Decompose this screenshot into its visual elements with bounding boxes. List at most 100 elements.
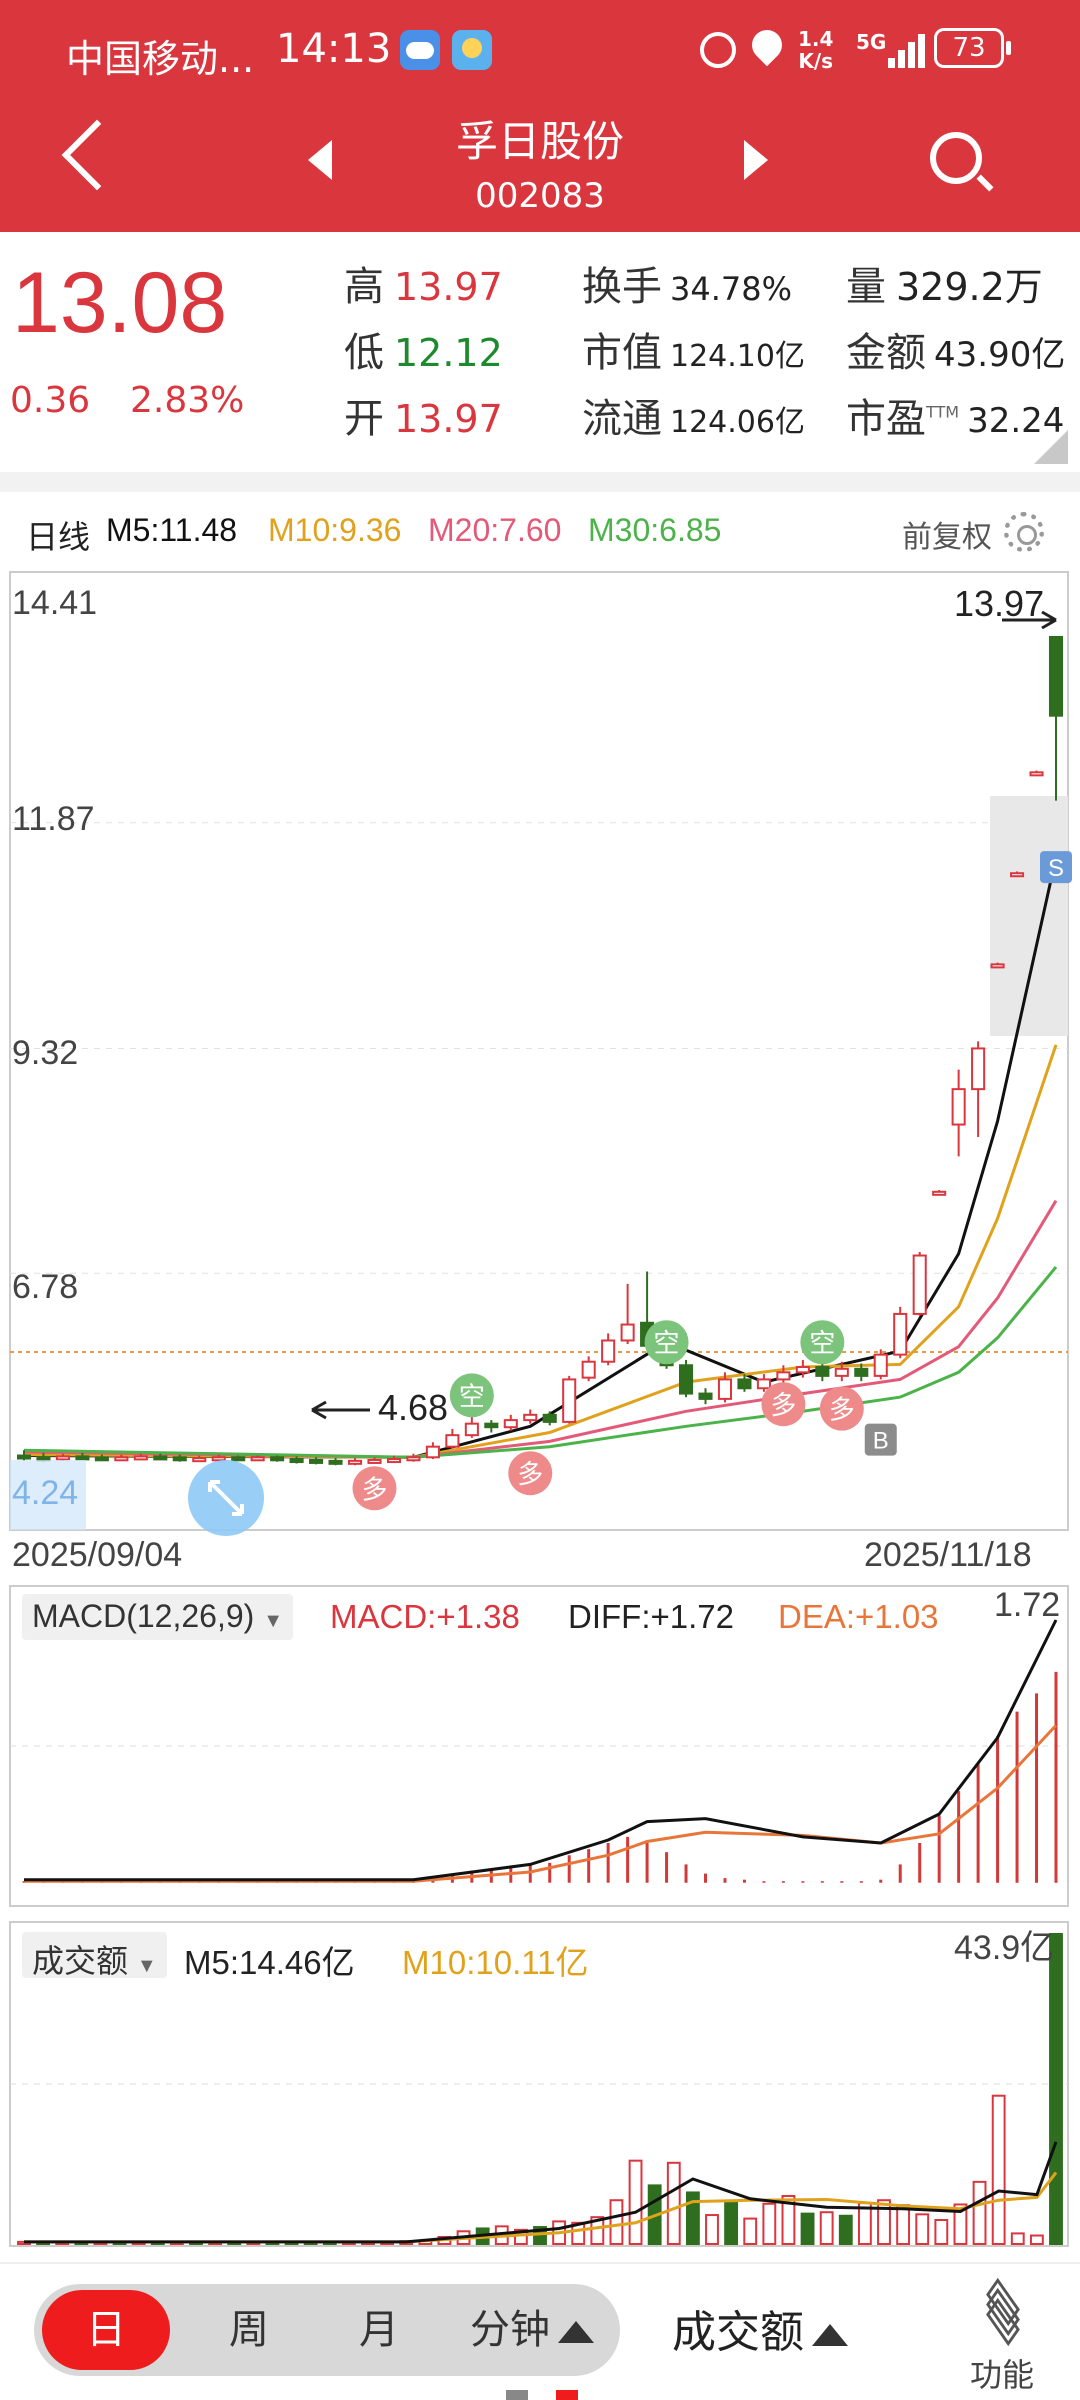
handle-mark: [506, 2390, 528, 2400]
amount-m5: M5:14.46亿: [184, 1944, 355, 1981]
candle-body: [990, 963, 1005, 969]
location-icon: [745, 23, 789, 67]
ma-line-m20: [23, 1199, 1058, 1459]
amount-bar: [590, 2216, 605, 2246]
layers-icon[interactable]: [980, 2277, 1026, 2347]
amount-bar: [1029, 2234, 1044, 2245]
pe-label: 市盈: [846, 396, 926, 442]
tab-minute[interactable]: 分钟: [444, 2290, 620, 2370]
y-label-4: 6.78: [12, 1268, 79, 1306]
turnover-value: 34.78%: [670, 270, 793, 308]
amount-bar: [896, 2204, 911, 2246]
high-label: 高: [344, 264, 384, 310]
app-header: 中国移动... 14:13 1.4 K/s 5G 73 孚日股份 002083: [0, 0, 1080, 232]
tab-month[interactable]: 月: [359, 2307, 399, 2353]
float-cap-value: 124.06亿: [670, 405, 805, 440]
candle-body: [328, 1459, 343, 1465]
nav-bar: 孚日股份 002083: [0, 100, 1080, 232]
signal-short-label: 空: [654, 1329, 680, 1359]
amount-bar: [1049, 1933, 1063, 2245]
y-label-bottom: 4.24: [12, 1474, 79, 1512]
macd-max-label: 1.72: [994, 1586, 1061, 1624]
section-divider: [0, 472, 1080, 492]
candle-body: [1010, 872, 1025, 878]
amount-value: 43.90亿: [934, 335, 1066, 375]
pe-stat: 市盈TTM 32.24: [846, 386, 1064, 444]
amount-m10: M10:10.11亿: [402, 1944, 589, 1981]
candle-body: [523, 1413, 538, 1422]
amount-bar: [609, 2199, 624, 2246]
network-type: 5G: [856, 30, 887, 54]
indicator-switch[interactable]: 成交额: [672, 2296, 848, 2360]
ma20-label: M20:7.60: [428, 512, 562, 548]
pe-ttm-mark: TTM: [926, 402, 960, 422]
high-arrowhead-icon: [1041, 610, 1057, 630]
candle-body: [951, 1088, 966, 1126]
amount-bar: [781, 2194, 796, 2246]
open-value: 13.97: [394, 397, 503, 441]
candle-body: [36, 1456, 51, 1462]
next-stock-icon[interactable]: [744, 140, 768, 180]
amount-m10-line: [24, 2171, 1058, 2244]
candle-body: [562, 1378, 577, 1423]
candle-body: [932, 1190, 947, 1196]
turnover-label: 换手: [582, 264, 662, 310]
y-label-top: 14.41: [12, 584, 98, 622]
amount-bar: [724, 2202, 739, 2245]
adjust-mode[interactable]: 前复权: [902, 521, 992, 554]
signal-long-label: 多: [829, 1396, 855, 1426]
low-label: 低: [344, 330, 384, 376]
amount-chart[interactable]: [0, 1918, 1080, 2248]
signal-long-bubble: [508, 1451, 553, 1496]
range-start-highlight: [10, 1460, 86, 1530]
amount-selector[interactable]: 成交额 ▼: [22, 1932, 167, 1979]
candle-body: [717, 1378, 733, 1400]
candle-body: [55, 1455, 70, 1461]
amount-bar: [934, 2218, 949, 2245]
candle-body: [737, 1378, 752, 1390]
y-label-2: 11.87: [12, 800, 95, 838]
weather-icon: [400, 30, 440, 70]
expand-corner-icon[interactable]: [1034, 430, 1068, 464]
candle-body: [776, 1371, 791, 1381]
candle-body: [854, 1367, 869, 1377]
stock-code: 002083: [475, 176, 605, 216]
indicator-switch-label: 成交额: [672, 2307, 804, 2358]
candle-body: [484, 1422, 499, 1429]
low-arrowhead-icon: [311, 1400, 327, 1420]
amount-bar: [877, 2199, 891, 2246]
dropdown-icon: ▼: [263, 1610, 283, 1632]
candle-body: [601, 1339, 616, 1363]
back-icon[interactable]: [61, 119, 133, 191]
candle-body: [211, 1456, 226, 1462]
handle-mark-active: [556, 2390, 578, 2400]
amount-stat: 金额 43.90亿: [846, 320, 1065, 378]
macd-selector[interactable]: MACD(12,26,9) ▼: [22, 1594, 293, 1640]
signal-long-label: 多: [770, 1391, 796, 1421]
gear-icon[interactable]: [1004, 512, 1044, 552]
period-switcher: 日 周 月 分钟: [34, 2284, 620, 2376]
y-label-3: 9.32: [12, 1034, 79, 1072]
dropdown-icon: ▼: [136, 1955, 157, 1977]
low-value: 12.12: [394, 331, 503, 375]
search-icon[interactable]: [930, 132, 982, 184]
tab-week[interactable]: 周: [229, 2307, 269, 2353]
signal-buy-label: B: [873, 1428, 889, 1455]
candle-body: [893, 1312, 908, 1356]
signal-long-bubble: [819, 1386, 864, 1431]
quote-panel: 13.08 0.36 2.83% 高 13.97 低 12.12 开 13.97 换手…: [0, 232, 1080, 472]
function-label[interactable]: 功能: [970, 2356, 1035, 2394]
amount-bar: [628, 2159, 643, 2245]
tab-day[interactable]: 日: [42, 2290, 170, 2370]
signal-buy-box: [864, 1423, 897, 1456]
amount-label: 金额: [846, 330, 926, 376]
kchart-grid: [10, 822, 1068, 1274]
x-start-date: 2025/09/04: [12, 1536, 183, 1574]
previous-stock-icon[interactable]: [308, 140, 332, 180]
market-cap-stat: 市值 124.10亿: [582, 320, 805, 378]
candle-body: [94, 1456, 109, 1462]
market-cap-value: 124.10亿: [670, 339, 805, 374]
price-change-percent: 2.83%: [130, 380, 245, 421]
candle-body: [192, 1457, 207, 1463]
